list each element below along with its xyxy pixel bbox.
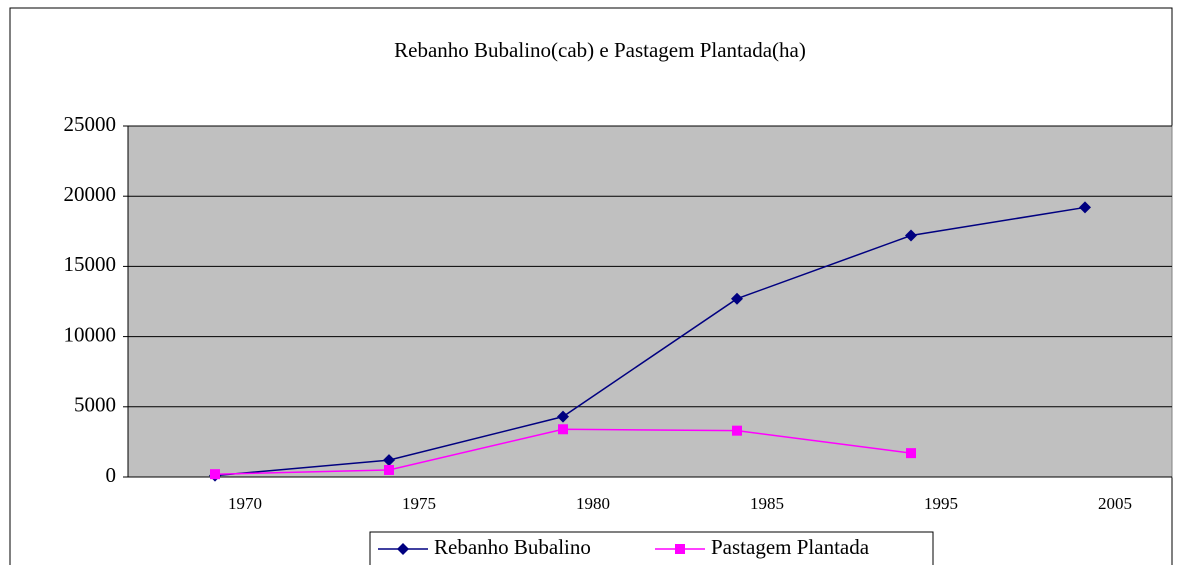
x-tick-label: 1995 xyxy=(924,494,958,513)
plot-area xyxy=(127,125,1173,478)
y-tick-label: 0 xyxy=(106,463,117,487)
data-point xyxy=(1079,201,1091,214)
data-point xyxy=(383,454,395,467)
data-point xyxy=(210,469,220,480)
data-point xyxy=(906,448,916,459)
y-tick-label: 15000 xyxy=(64,252,117,276)
x-tick-label: 1975 xyxy=(402,494,436,513)
data-point xyxy=(732,425,742,436)
x-tick-label: 2005 xyxy=(1098,494,1132,513)
chart-title: Rebanho Bubalino(cab) e Pastagem Plantad… xyxy=(394,38,806,62)
series-line xyxy=(214,206,1086,477)
x-tick-label: 1970 xyxy=(228,494,262,513)
legend-label: Pastagem Plantada xyxy=(711,535,870,559)
legend-label: Rebanho Bubalino xyxy=(434,535,591,559)
y-tick-label: 5000 xyxy=(74,393,116,417)
data-point xyxy=(558,424,568,435)
x-tick-label: 1985 xyxy=(750,494,784,513)
data-point xyxy=(384,464,394,475)
y-tick-label: 10000 xyxy=(64,322,117,346)
x-tick-label: 1980 xyxy=(576,494,610,513)
y-tick-label: 25000 xyxy=(64,112,117,136)
data-point xyxy=(905,229,917,242)
legend-marker xyxy=(397,543,409,555)
data-point xyxy=(557,410,569,423)
legend-marker xyxy=(675,544,685,554)
y-tick-label: 20000 xyxy=(64,182,117,206)
data-point xyxy=(731,292,743,305)
legend xyxy=(369,531,934,565)
